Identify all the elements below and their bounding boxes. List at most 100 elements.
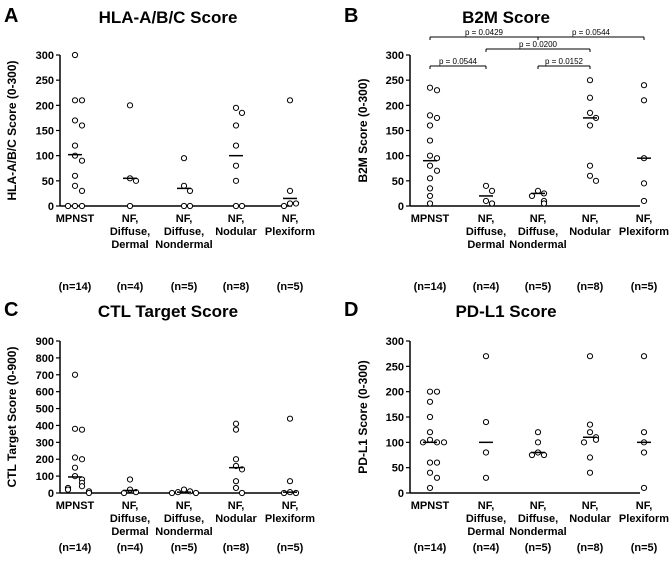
sample-size-label: (n=5) — [525, 281, 552, 293]
y-tick-label: 300 — [386, 50, 404, 62]
data-point — [238, 489, 246, 497]
data-point — [426, 152, 434, 159]
sample-size-label: (n=4) — [473, 281, 500, 293]
category-label-line: Nodular — [215, 226, 257, 238]
data-point — [232, 484, 240, 492]
category-label-line: NF, — [122, 213, 139, 225]
data-point — [71, 454, 79, 461]
data-point — [180, 202, 188, 210]
significance-label: p = 0.0200 — [519, 40, 558, 49]
data-point — [426, 112, 434, 119]
data-point — [640, 429, 648, 436]
data-point — [482, 182, 490, 189]
category-label: MPNST — [411, 500, 450, 512]
panel-title: HLA-A/B/C Score — [99, 8, 238, 27]
data-point — [426, 122, 434, 129]
category-label-line: Nodular — [215, 513, 257, 525]
data-point — [426, 388, 434, 395]
data-point — [433, 474, 441, 481]
significance-label: p = 0.0429 — [465, 28, 504, 37]
data-point — [640, 484, 648, 492]
data-point — [232, 478, 240, 485]
sample-size-label: (n=5) — [631, 542, 658, 554]
category-label: NF, Nodular — [215, 500, 257, 525]
data-point — [232, 104, 240, 111]
data-point — [640, 180, 648, 187]
panel-c: C CTL Target Score CTL Target Score (0-900… — [4, 299, 315, 554]
data-point — [78, 122, 86, 129]
data-point — [426, 192, 434, 200]
data-point — [180, 155, 188, 162]
y-tick-label: 150 — [386, 126, 404, 138]
data-point — [286, 97, 294, 104]
category-label-line: NF, — [582, 500, 599, 512]
data-point — [586, 454, 594, 461]
category-label-line: Diffuse, — [164, 513, 204, 525]
data-point — [186, 488, 194, 495]
data-point — [78, 157, 86, 164]
data-point — [232, 456, 240, 463]
sample-size-label: (n=5) — [277, 281, 304, 293]
panel-a: A HLA-A/B/C Score HLA-A/B/C Score (0-300) 0… — [4, 5, 315, 293]
category-label-line: NF, — [176, 213, 193, 225]
category-label-line: NF, — [228, 500, 245, 512]
data-point — [286, 187, 294, 194]
data-point — [586, 94, 594, 101]
data-point — [78, 426, 86, 433]
y-tick-label: 100 — [36, 151, 54, 163]
category-label-line: Nondermal — [155, 239, 212, 251]
y-tick-label: 700 — [36, 370, 54, 382]
category-label-line: NF, — [478, 213, 495, 225]
category-label-line: Dermal — [467, 526, 504, 538]
category-label: MPNST — [56, 213, 95, 225]
category-label-line: Dermal — [467, 239, 504, 251]
significance-label: p = 0.0544 — [439, 57, 478, 66]
data-point — [71, 473, 79, 480]
panel-title: B2M Score — [462, 8, 550, 27]
data-point — [640, 353, 648, 360]
y-tick-label: 150 — [36, 126, 54, 138]
category-label-line: Plexiform — [265, 513, 315, 525]
data-point — [78, 456, 86, 463]
category-label: NF, Plexiform — [265, 213, 315, 238]
data-point — [433, 167, 441, 174]
sample-size-label: (n=8) — [577, 281, 604, 293]
category-label-line: NF, — [582, 213, 599, 225]
category-label-line: NF, — [636, 213, 653, 225]
data-point — [192, 489, 200, 497]
data-point — [78, 202, 86, 210]
y-tick-label: 250 — [36, 75, 54, 87]
data-point — [488, 200, 496, 207]
category-label-line: NF, — [530, 213, 547, 225]
sample-size-label: (n=8) — [577, 542, 604, 554]
data-point — [488, 187, 496, 194]
data-point — [586, 421, 594, 428]
data-point — [433, 87, 441, 94]
data-point — [232, 142, 240, 149]
panel-title: CTL Target Score — [98, 302, 238, 321]
sample-size-label: (n=4) — [473, 542, 500, 554]
category-label-line: MPNST — [411, 500, 450, 512]
y-tick-label: 250 — [386, 75, 404, 87]
category-label: NF, Diffuse, Dermal — [466, 500, 506, 538]
category-label-line: NF, — [530, 500, 547, 512]
panel-b: B B2M Score B2M Score (0-300) 0 50 100 150 200 2… — [344, 5, 669, 293]
data-point — [71, 152, 79, 159]
category-label-line: NF, — [176, 500, 193, 512]
data-point — [71, 425, 79, 432]
data-point — [433, 388, 441, 395]
data-point — [232, 426, 240, 433]
data-point — [640, 97, 648, 104]
category-label: NF, Nodular — [215, 213, 257, 238]
data-point — [286, 200, 294, 207]
data-point — [586, 162, 594, 169]
data-point — [482, 353, 490, 360]
data-point — [78, 483, 86, 490]
category-label-line: Diffuse, — [518, 226, 558, 238]
category-label: NF, Diffuse, Dermal — [110, 500, 150, 538]
category-label-line: Nodular — [569, 226, 611, 238]
sample-size-label: (n=4) — [117, 281, 144, 293]
y-tick-label: 200 — [36, 100, 54, 112]
data-point — [426, 200, 434, 207]
